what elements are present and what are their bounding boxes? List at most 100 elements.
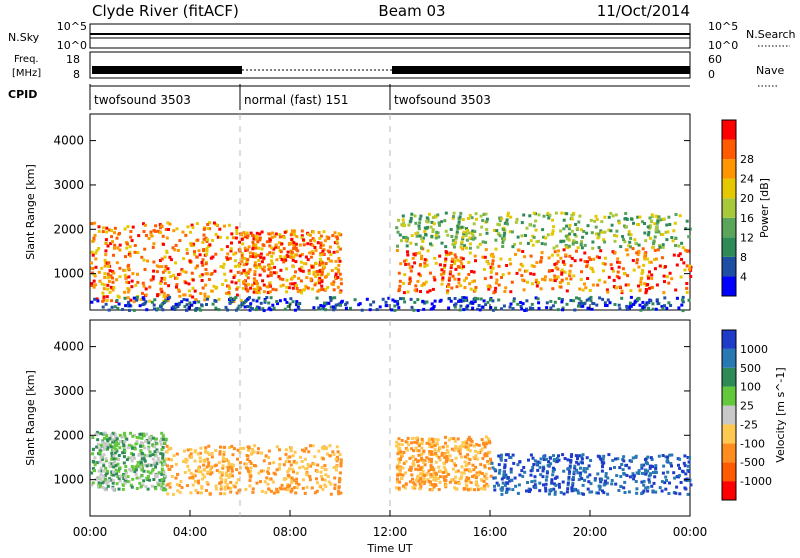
- data-cell: [282, 477, 286, 481]
- data-cell: [131, 453, 135, 457]
- data-cell: [521, 302, 525, 306]
- data-cell: [421, 479, 425, 483]
- data-cell: [246, 305, 250, 308]
- data-cell: [610, 479, 614, 482]
- data-cell: [314, 274, 317, 278]
- data-cell: [553, 492, 557, 496]
- data-cell: [316, 470, 319, 473]
- data-cell: [168, 482, 172, 485]
- data-cell: [654, 257, 658, 261]
- data-cell: [479, 214, 483, 218]
- data-cell: [247, 446, 251, 450]
- data-cell: [563, 263, 567, 266]
- data-cell: [91, 467, 95, 471]
- data-cell: [408, 266, 412, 270]
- power-colorbar-tick: 12: [740, 231, 754, 244]
- data-cell: [111, 276, 114, 280]
- data-cell: [667, 281, 671, 285]
- data-cell: [543, 278, 547, 282]
- data-cell: [127, 456, 131, 460]
- data-cell: [444, 211, 448, 215]
- data-cell: [508, 479, 512, 483]
- data-cell: [555, 475, 559, 479]
- data-cell: [268, 461, 272, 465]
- data-cell: [681, 309, 685, 313]
- data-cell: [537, 306, 541, 310]
- data-cell: [658, 245, 662, 249]
- data-cell: [130, 452, 134, 455]
- data-cell: [160, 478, 164, 481]
- data-cell: [636, 252, 640, 256]
- data-cell: [116, 475, 120, 478]
- data-cell: [205, 247, 209, 251]
- data-cell: [530, 480, 534, 484]
- data-cell: [260, 260, 264, 264]
- data-cell: [146, 487, 150, 491]
- data-cell: [295, 461, 299, 465]
- data-cell: [634, 454, 638, 458]
- data-cell: [454, 475, 457, 479]
- data-cell: [487, 437, 490, 441]
- data-cell: [135, 440, 139, 444]
- data-cell: [537, 301, 541, 305]
- data-cell: [412, 459, 416, 463]
- data-cell: [468, 236, 472, 240]
- data-cell: [338, 247, 342, 251]
- data-cell: [555, 244, 559, 248]
- data-cell: [144, 287, 148, 291]
- data-cell: [674, 236, 678, 240]
- data-cell: [233, 274, 237, 278]
- data-cell: [268, 238, 272, 242]
- data-cell: [431, 483, 435, 487]
- data-cell: [569, 264, 573, 268]
- data-cell: [325, 301, 329, 305]
- data-cell: [640, 464, 644, 468]
- data-cell: [591, 301, 595, 305]
- data-cell: [288, 254, 292, 258]
- data-cell: [589, 218, 593, 222]
- data-cell: [218, 470, 222, 474]
- data-cell: [140, 255, 144, 259]
- data-cell: [689, 483, 693, 487]
- data-cell: [614, 482, 618, 486]
- data-cell: [329, 482, 333, 486]
- data-cell: [131, 434, 135, 438]
- data-cell: [398, 470, 402, 474]
- data-cell: [628, 240, 632, 244]
- data-cell: [107, 264, 111, 268]
- data-cell: [305, 485, 309, 489]
- data-cell: [257, 296, 261, 300]
- data-cell: [440, 241, 444, 245]
- data-cell: [572, 239, 576, 243]
- data-cell: [117, 469, 121, 473]
- data-cell: [472, 474, 476, 478]
- data-cell: [412, 463, 416, 467]
- data-cell: [111, 440, 115, 444]
- data-cell: [168, 295, 172, 299]
- data-cell: [603, 479, 607, 483]
- x-axis-title: Time UT: [366, 542, 412, 554]
- data-cell: [588, 490, 592, 494]
- data-cell: [577, 478, 581, 482]
- power-colorbar-tick: 4: [740, 270, 747, 283]
- data-cell: [553, 262, 557, 266]
- data-cell: [317, 231, 321, 234]
- data-cell: [632, 302, 636, 306]
- data-cell: [444, 435, 447, 439]
- data-cell: [124, 475, 127, 479]
- data-cell: [318, 484, 322, 488]
- data-cell: [434, 233, 438, 237]
- data-cell: [135, 436, 139, 439]
- data-cell: [567, 227, 571, 231]
- data-cell: [332, 288, 336, 292]
- data-cell: [499, 257, 503, 261]
- data-cell: [447, 297, 451, 301]
- data-cell: [139, 461, 143, 465]
- data-cell: [620, 463, 624, 466]
- data-cell: [646, 489, 650, 493]
- data-cell: [294, 270, 297, 274]
- data-cell: [465, 307, 469, 311]
- data-cell: [214, 484, 218, 488]
- data-cell: [281, 277, 285, 281]
- data-cell: [232, 276, 236, 279]
